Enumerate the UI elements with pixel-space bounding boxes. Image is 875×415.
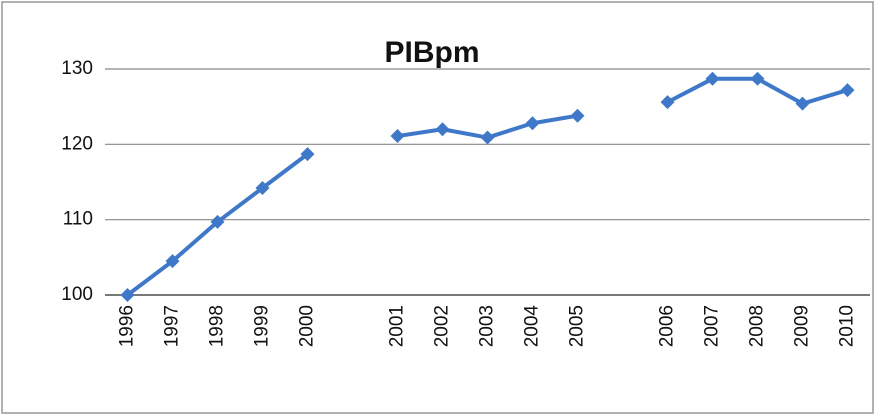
x-tick-label: 2006 xyxy=(657,305,678,347)
x-tick-label: 1996 xyxy=(117,305,138,347)
x-tick-label: 2005 xyxy=(567,305,588,347)
x-tick-label: 2003 xyxy=(477,305,498,347)
x-tick-label: 1997 xyxy=(162,305,183,347)
point xyxy=(120,288,135,302)
x-tick-label: 2001 xyxy=(387,305,408,347)
point xyxy=(525,116,540,131)
point xyxy=(840,83,855,98)
x-tick-label: 2009 xyxy=(792,305,813,347)
point xyxy=(390,129,405,144)
point xyxy=(570,108,585,123)
x-tick-label: 2010 xyxy=(837,305,858,347)
x-tick-label: 2007 xyxy=(702,305,723,347)
point xyxy=(165,254,180,269)
y-tick-label: 100 xyxy=(61,284,93,305)
point xyxy=(255,181,270,196)
point xyxy=(300,147,315,162)
point xyxy=(210,214,225,229)
y-tick-label: 120 xyxy=(61,133,93,154)
x-tick-label: 1998 xyxy=(207,305,228,347)
y-tick-label: 130 xyxy=(61,58,93,79)
x-tick-label: 2000 xyxy=(297,305,318,347)
x-tick-label: 1999 xyxy=(252,305,273,347)
x-tick-label: 2008 xyxy=(747,305,768,347)
x-tick-label: 2004 xyxy=(522,305,543,348)
chart-title: PIBpm xyxy=(384,36,479,69)
point xyxy=(480,130,495,145)
y-tick-label: 110 xyxy=(63,209,93,230)
point xyxy=(750,71,765,86)
point xyxy=(435,122,450,137)
point xyxy=(660,95,675,110)
point xyxy=(795,96,810,111)
point xyxy=(705,71,720,86)
x-tick-label: 2002 xyxy=(432,305,453,347)
